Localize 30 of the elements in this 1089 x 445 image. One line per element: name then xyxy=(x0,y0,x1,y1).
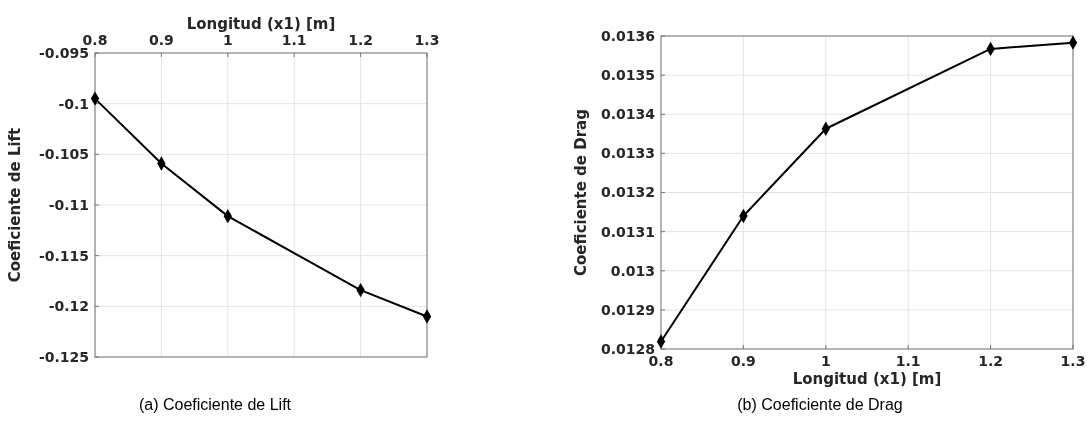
y-tick-label: 0.0129 xyxy=(600,301,655,318)
y-tick-label: -0.12 xyxy=(48,298,89,315)
x-tick-label: 1.3 xyxy=(1060,353,1086,369)
y-tick-label: 0.013 xyxy=(610,262,655,279)
y-tick-label: -0.115 xyxy=(38,247,89,264)
x-tick-label: 0.9 xyxy=(148,32,174,48)
x-tick-label: 1 xyxy=(820,353,831,369)
x-tick-label: 0.9 xyxy=(730,353,756,369)
y-tick-label: 0.0134 xyxy=(600,106,656,123)
y-tick-label: -0.105 xyxy=(38,146,89,163)
x-axis-title: Longitud (x1) [m] xyxy=(792,370,942,388)
y-tick-label: -0.125 xyxy=(38,348,89,365)
y-tick-label: -0.11 xyxy=(48,196,89,213)
text: (a) Coeficiente de Lift xyxy=(138,396,292,413)
x-tick-label: 1.2 xyxy=(978,353,1004,369)
y-tick-label: 0.0133 xyxy=(600,145,655,162)
y-tick-label: 0.0131 xyxy=(600,223,655,240)
x-tick-label: 1.2 xyxy=(348,32,374,48)
x-tick-label: 1.1 xyxy=(281,32,307,48)
text: (b) Coeficiente de Drag xyxy=(737,396,903,413)
y-tick-label: 0.0136 xyxy=(600,27,655,44)
y-tick-label: 0.0132 xyxy=(600,184,655,201)
x-tick-label: 1.3 xyxy=(414,32,440,48)
x-axis-title: Longitud (x1) [m] xyxy=(186,15,336,33)
y-axis-title: Coeficiente de Lift xyxy=(6,127,24,283)
y-axis-title: Coeficiente de Drag xyxy=(572,109,590,276)
x-tick-label: 1 xyxy=(222,32,233,48)
x-tick-label: 1.1 xyxy=(895,353,921,369)
y-tick-label: 0.0135 xyxy=(600,67,655,84)
y-tick-label: -0.1 xyxy=(58,95,89,112)
